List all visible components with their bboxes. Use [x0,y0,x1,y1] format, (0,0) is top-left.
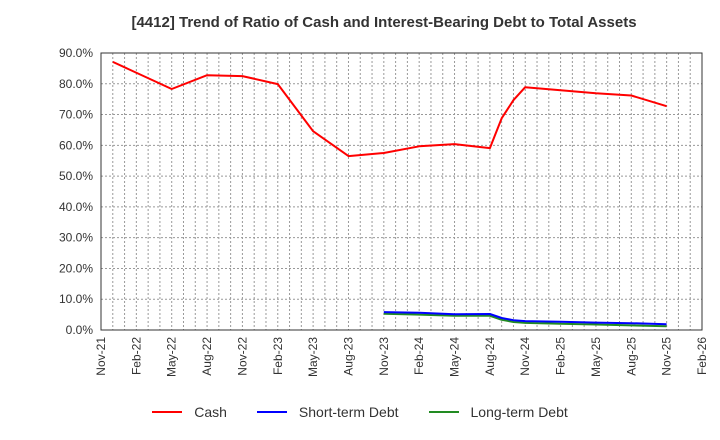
x-tick-label: Feb-25 [554,337,568,375]
y-tick-label: 40.0% [59,200,93,214]
long-term-debt-line [383,312,667,328]
legend-item-cash: Cash [152,404,227,420]
x-tick-label: May-23 [306,337,320,377]
y-tick-label: 0.0% [66,323,94,337]
y-axis: 0.0% 10.0% 20.0% 30.0% 40.0% 50.0% 60.0% 70.0% 8… [59,46,93,337]
legend-label: Long-term Debt [470,404,568,420]
x-tick-label: Feb-23 [271,337,285,375]
long-term-debt-swatch-icon [428,411,459,413]
x-tick-label: Nov-25 [660,337,674,376]
x-tick-label: May-22 [165,337,179,377]
data-series [112,60,667,328]
x-tick-label: Nov-21 [94,337,108,376]
y-tick-label: 80.0% [59,77,93,91]
cash-line [112,60,667,158]
x-axis: Nov-21 Feb-22 May-22 Aug-22 Nov-22 Feb-23 May-… [94,337,709,377]
x-tick-label: Aug-25 [624,337,638,376]
x-tick-label: Nov-23 [377,337,391,376]
y-tick-label: 60.0% [59,138,93,152]
legend-label: Short-term Debt [298,404,399,420]
grid-lines [101,53,702,330]
y-tick-label: 50.0% [59,169,93,183]
x-tick-label: May-25 [589,337,603,377]
cash-swatch-icon [152,411,183,413]
x-tick-label: Aug-24 [483,337,497,376]
legend-label: Cash [194,404,227,420]
legend: Cash Short-term Debt Long-term Debt [0,404,720,420]
legend-item-long-term-debt: Long-term Debt [428,404,568,420]
legend-item-short-term-debt: Short-term Debt [256,404,399,420]
y-tick-label: 30.0% [59,231,93,245]
x-tick-label: Nov-22 [235,337,249,376]
x-tick-label: Aug-22 [200,337,214,376]
y-tick-label: 70.0% [59,108,93,122]
y-tick-label: 10.0% [59,292,93,306]
x-tick-label: Nov-24 [518,337,532,376]
x-tick-label: May-24 [448,337,462,377]
x-tick-label: Feb-22 [129,337,143,375]
x-tick-label: Aug-23 [341,337,355,376]
short-term-debt-swatch-icon [256,411,287,413]
short-term-debt-line [383,311,667,326]
plot-frame [100,52,703,331]
chart-title: [4412] Trend of Ratio of Cash and Intere… [131,14,637,31]
y-tick-label: 90.0% [59,46,93,60]
y-tick-label: 20.0% [59,261,93,275]
x-tick-label: Feb-24 [412,337,426,375]
x-tick-label: Feb-26 [695,337,709,375]
